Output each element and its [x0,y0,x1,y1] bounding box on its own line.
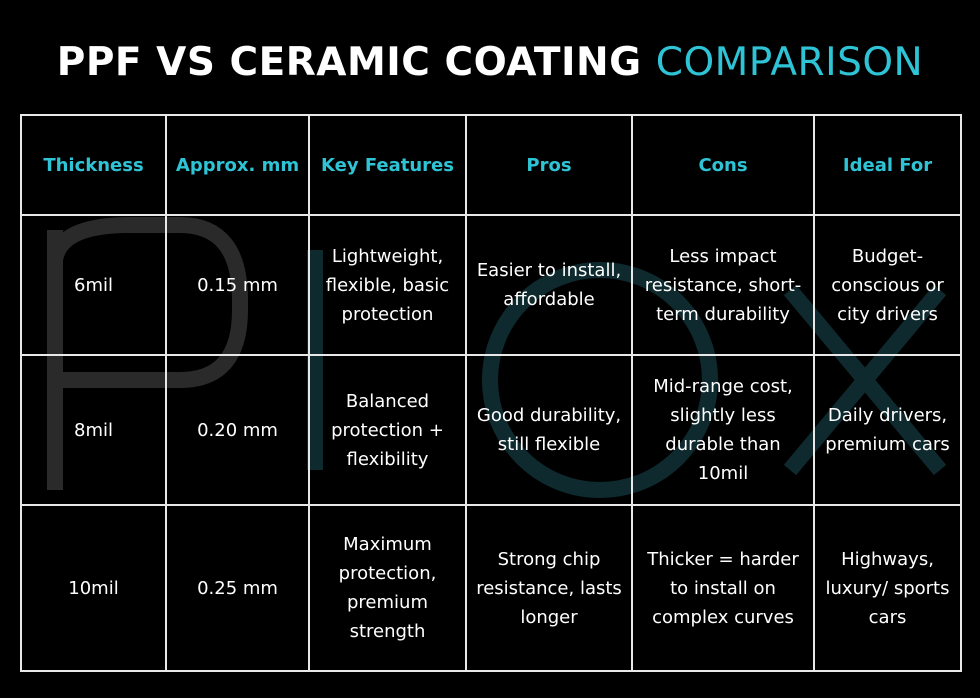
table-cell: Thicker = harder to install on complex c… [631,504,815,672]
table-cell: 0.15 mm [165,214,310,356]
table-row: 10mil 0.25 mm Maximum protection, premium … [20,504,962,672]
table-cell: Less impact resistance, short-term durab… [631,214,815,356]
header-cell: Key Features [308,114,467,216]
header-cell: Pros [465,114,633,216]
comparison-table: Thickness Approx. mm Key Features Pros Cons I… [20,114,962,672]
table-cell: Mid-range cost, slightly less durable th… [631,354,815,506]
table-cell: Maximum protection, premium strength [308,504,467,672]
header-cell: Ideal For [813,114,962,216]
table-cell: 8mil [20,354,167,506]
title-main: PPF VS CERAMIC COATING [56,40,642,85]
header-row: Thickness Approx. mm Key Features Pros Cons I… [20,114,962,216]
table-cell: Easier to install, affordable [465,214,633,356]
table-cell: Budget-conscious or city drivers [813,214,962,356]
header-cell: Thickness [20,114,167,216]
table-row: 8mil 0.20 mm Balanced protection + flexibi… [20,354,962,506]
table-cell: Highways, luxury/ sports cars [813,504,962,672]
table-row: 6mil 0.15 mm Lightweight, flexible, basic … [20,214,962,356]
header-cell: Approx. mm [165,114,310,216]
table-cell: Good durability, still flexible [465,354,633,506]
table-cell: Daily drivers, premium cars [813,354,962,506]
title: PPF VS CERAMIC COATING COMPARISON [0,40,980,85]
table-cell: Strong chip resistance, lasts longer [465,504,633,672]
header-cell: Cons [631,114,815,216]
table-cell: 0.20 mm [165,354,310,506]
table-cell: Lightweight, flexible, basic protection [308,214,467,356]
title-highlight: COMPARISON [655,40,924,85]
table-cell: Balanced protection + flexibility [308,354,467,506]
table-cell: 10mil [20,504,167,672]
table-cell: 6mil [20,214,167,356]
table-cell: 0.25 mm [165,504,310,672]
